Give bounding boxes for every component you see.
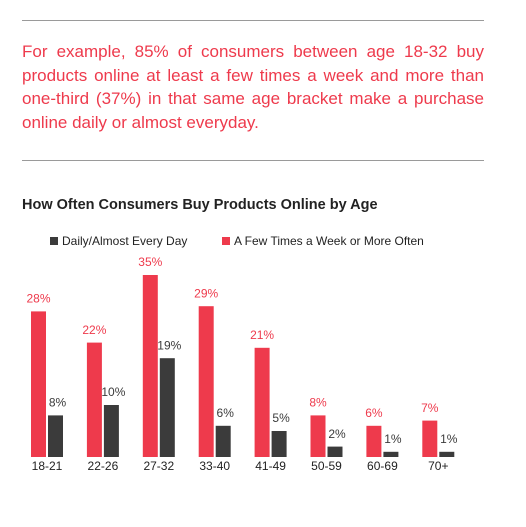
- value-label: 8%: [49, 396, 67, 410]
- value-label: 28%: [26, 292, 50, 306]
- x-tick-label: 33-40: [199, 459, 230, 473]
- x-tick-label: 70+: [428, 459, 448, 473]
- intro-line: online daily or almost everyday.: [22, 112, 259, 132]
- bar: [271, 431, 287, 457]
- divider: [22, 20, 484, 21]
- bar: [48, 415, 63, 457]
- bar: [31, 311, 46, 457]
- x-tick-label: 50-59: [311, 459, 342, 473]
- chart-title: How Often Consumers Buy Products Online …: [22, 197, 378, 213]
- legend-label: Daily/Almost Every Day: [62, 234, 187, 248]
- divider: [22, 160, 484, 161]
- intro-text: For example, 85% of consumers between ag…: [22, 40, 484, 134]
- bar: [439, 451, 455, 457]
- value-label: 35%: [138, 255, 162, 269]
- value-label: 6%: [217, 406, 235, 420]
- value-label: 2%: [328, 427, 346, 441]
- value-label: 1%: [440, 432, 458, 446]
- legend-label: A Few Times a Week or More Often: [234, 234, 424, 248]
- x-tick-label: 18-21: [32, 459, 63, 473]
- legend-swatch: [222, 237, 230, 245]
- x-tick-label: 60-69: [367, 459, 398, 473]
- intro-line: products online at least a few times a w…: [22, 65, 484, 85]
- x-tick-label: 22-26: [88, 459, 119, 473]
- bar: [383, 451, 399, 457]
- bar: [142, 275, 158, 457]
- value-label: 1%: [384, 432, 402, 446]
- bar: [159, 358, 175, 457]
- value-label: 21%: [250, 328, 274, 342]
- intro-line: For example, 85% of consumers between ag…: [22, 42, 484, 61]
- value-label: 7%: [421, 401, 439, 415]
- value-label: 5%: [272, 411, 290, 425]
- value-label: 10%: [101, 385, 125, 399]
- bar: [198, 306, 214, 457]
- value-label: 19%: [157, 338, 181, 352]
- bar: [86, 342, 102, 457]
- bar: [327, 446, 343, 457]
- bar: [254, 347, 270, 457]
- value-label: 6%: [365, 406, 383, 420]
- x-tick-label: 27-32: [143, 459, 174, 473]
- legend-swatch: [50, 237, 58, 245]
- bar: [215, 425, 231, 457]
- intro-line: one-third (37%) in that same age bracket…: [22, 89, 484, 108]
- x-tick-label: 41-49: [255, 459, 286, 473]
- value-label: 22%: [82, 323, 106, 337]
- bar: [103, 405, 119, 457]
- bar: [366, 425, 382, 457]
- value-label: 8%: [309, 396, 327, 410]
- bar: [422, 420, 438, 457]
- bar: [310, 415, 326, 457]
- value-label: 29%: [194, 286, 218, 300]
